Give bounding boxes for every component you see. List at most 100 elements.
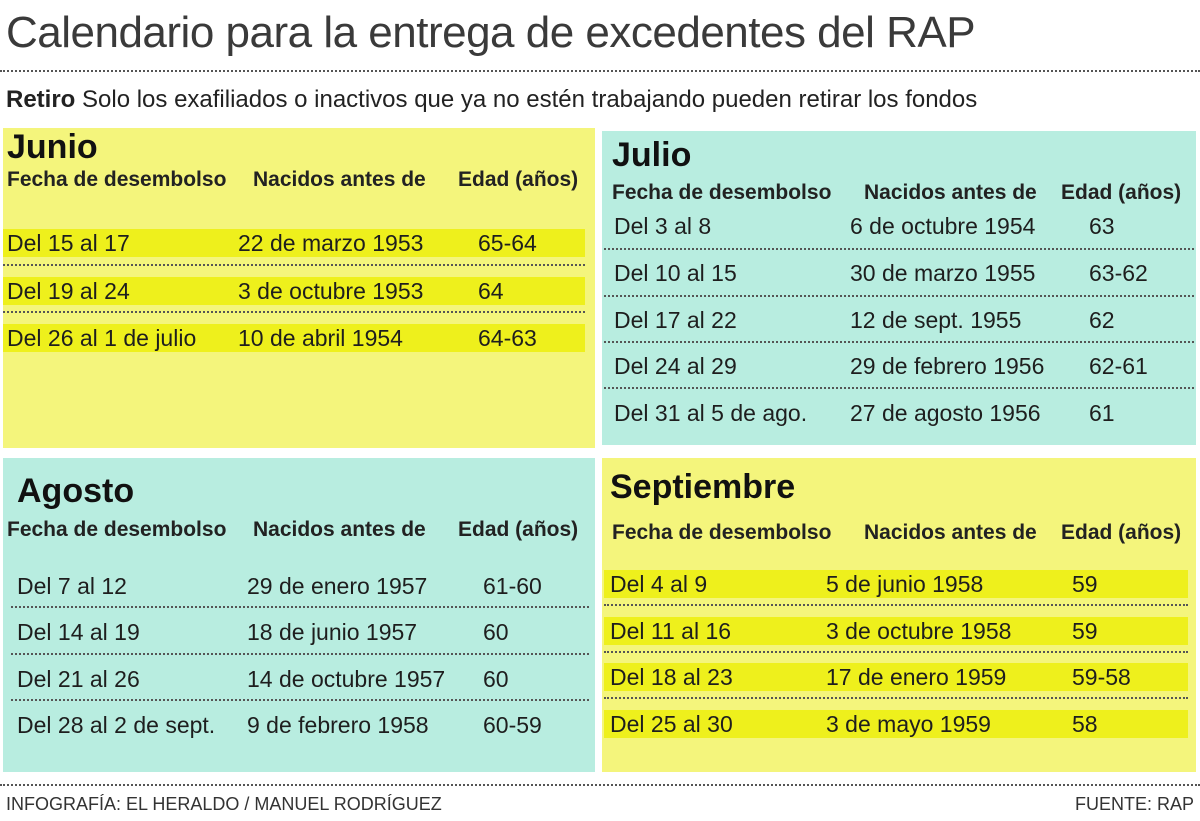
cell-nacidos: 29 de febrero 1956	[850, 353, 1045, 379]
header-edad: Edad (años)	[458, 518, 579, 541]
title-divider	[0, 70, 1200, 72]
row-divider	[604, 248, 1194, 250]
cell-fecha: Del 18 al 23	[610, 664, 733, 690]
row-divider	[11, 653, 589, 655]
cell-nacidos: 6 de octubre 1954	[850, 213, 1036, 239]
cell-edad: 62	[1089, 307, 1115, 333]
cell-edad: 63-62	[1089, 260, 1148, 286]
cell-fecha: Del 26 al 1 de julio	[7, 325, 197, 351]
header-nacidos: Nacidos antes de	[864, 181, 1037, 204]
cell-nacidos: 29 de enero 1957	[247, 573, 428, 599]
cell-fecha: Del 31 al 5 de ago.	[614, 400, 808, 426]
cell-nacidos: 14 de octubre 1957	[247, 666, 446, 692]
cell-nacidos: 3 de mayo 1959	[826, 711, 991, 737]
row-divider	[3, 311, 585, 313]
cell-nacidos: 22 de marzo 1953	[238, 230, 424, 256]
table-row: Del 3 al 8 6 de octubre 1954 63	[602, 212, 1196, 240]
cell-edad: 59-58	[1072, 664, 1131, 690]
row-divider	[604, 387, 1194, 389]
row-divider	[604, 295, 1194, 297]
cell-nacidos: 12 de sept. 1955	[850, 307, 1022, 333]
cell-fecha: Del 24 al 29	[614, 353, 737, 379]
table-row: Del 15 al 17 22 de marzo 1953 65-64	[3, 229, 585, 257]
table-row: Del 24 al 29 29 de febrero 1956 62-61	[602, 352, 1196, 380]
cell-fecha: Del 17 al 22	[614, 307, 737, 333]
header-edad: Edad (años)	[458, 168, 579, 191]
month-title: Junio	[7, 128, 98, 166]
panel-septiembre: Septiembre Fecha de desembolso Nacidos a…	[602, 458, 1196, 772]
row-divider	[604, 651, 1188, 653]
footer-divider	[0, 784, 1200, 786]
header-fecha: Fecha de desembolso	[612, 181, 832, 204]
cell-edad: 61	[1089, 400, 1115, 426]
row-divider	[11, 699, 589, 701]
cell-fecha: Del 25 al 30	[610, 711, 733, 737]
row-divider	[604, 341, 1194, 343]
header-edad: Edad (años)	[1061, 521, 1182, 544]
table-row: Del 11 al 16 3 de octubre 1958 59	[604, 617, 1188, 645]
row-divider	[604, 604, 1188, 606]
table-row: Del 28 al 2 de sept. 9 de febrero 1958 6…	[3, 711, 595, 739]
table-row: Del 4 al 9 5 de junio 1958 59	[604, 570, 1188, 598]
cell-fecha: Del 7 al 12	[17, 573, 127, 599]
row-divider	[11, 606, 589, 608]
cell-edad: 60	[483, 666, 509, 692]
cell-edad: 60-59	[483, 712, 542, 738]
header-fecha: Fecha de desembolso	[7, 168, 227, 191]
cell-edad: 64	[478, 278, 504, 304]
cell-fecha: Del 14 al 19	[17, 619, 140, 645]
cell-fecha: Del 19 al 24	[7, 278, 130, 304]
cell-fecha: Del 4 al 9	[610, 571, 708, 597]
cell-fecha: Del 21 al 26	[17, 666, 140, 692]
cell-nacidos: 27 de agosto 1956	[850, 400, 1041, 426]
table-row: Del 10 al 15 30 de marzo 1955 63-62	[602, 259, 1196, 287]
panel-julio: Julio Fecha de desembolso Nacidos antes …	[602, 131, 1196, 445]
cell-fecha: Del 3 al 8	[614, 213, 712, 239]
footer-source: FUENTE: RAP	[1074, 794, 1194, 814]
subtitle-lead: Retiro	[6, 86, 76, 113]
table-row: Del 14 al 19 18 de junio 1957 60	[3, 618, 595, 646]
cell-nacidos: 3 de octubre 1958	[826, 618, 1012, 644]
cell-fecha: Del 15 al 17	[7, 230, 130, 256]
cell-edad: 58	[1072, 711, 1098, 737]
table-row: Del 21 al 26 14 de octubre 1957 60	[3, 665, 595, 693]
footer-credit: INFOGRAFÍA: EL HERALDO / MANUEL RODRÍGUE…	[6, 794, 442, 814]
cell-nacidos: 5 de junio 1958	[826, 571, 984, 597]
month-title: Septiembre	[610, 468, 796, 506]
cell-nacidos: 10 de abril 1954	[238, 325, 403, 351]
row-divider	[604, 697, 1188, 699]
month-title: Agosto	[17, 472, 135, 510]
table-row: Del 17 al 22 12 de sept. 1955 62	[602, 306, 1196, 334]
header-fecha: Fecha de desembolso	[7, 518, 227, 541]
cell-edad: 60	[483, 619, 509, 645]
page-title: Calendario para la entrega de excedentes…	[6, 8, 976, 57]
table-row: Del 19 al 24 3 de octubre 1953 64	[3, 277, 585, 305]
cell-edad: 63	[1089, 213, 1115, 239]
header-fecha: Fecha de desembolso	[612, 521, 832, 544]
cell-edad: 62-61	[1089, 353, 1148, 379]
cell-fecha: Del 28 al 2 de sept.	[17, 712, 216, 738]
table-row: Del 7 al 12 29 de enero 1957 61-60	[3, 572, 595, 600]
cell-nacidos: 17 de enero 1959	[826, 664, 1007, 690]
cell-edad: 64-63	[478, 325, 537, 351]
cell-nacidos: 9 de febrero 1958	[247, 712, 429, 738]
panel-agosto: Agosto Fecha de desembolso Nacidos antes…	[3, 458, 595, 772]
table-row: Del 31 al 5 de ago. 27 de agosto 1956 61	[602, 399, 1196, 427]
header-nacidos: Nacidos antes de	[253, 168, 426, 191]
cell-fecha: Del 10 al 15	[614, 260, 737, 286]
header-edad: Edad (años)	[1061, 181, 1182, 204]
header-nacidos: Nacidos antes de	[864, 521, 1037, 544]
table-row: Del 26 al 1 de julio 10 de abril 1954 64…	[3, 324, 585, 352]
table-row: Del 25 al 30 3 de mayo 1959 58	[604, 710, 1188, 738]
header-nacidos: Nacidos antes de	[253, 518, 426, 541]
panel-junio: Junio Fecha de desembolso Nacidos antes …	[3, 128, 595, 448]
cell-nacidos: 30 de marzo 1955	[850, 260, 1036, 286]
cell-edad: 59	[1072, 618, 1098, 644]
month-title: Julio	[612, 136, 692, 174]
cell-edad: 61-60	[483, 573, 542, 599]
cell-fecha: Del 11 al 16	[610, 618, 732, 644]
cell-edad: 65-64	[478, 230, 537, 256]
table-row: Del 18 al 23 17 de enero 1959 59-58	[604, 663, 1188, 691]
cell-nacidos: 18 de junio 1957	[247, 619, 418, 645]
row-divider	[3, 264, 585, 266]
